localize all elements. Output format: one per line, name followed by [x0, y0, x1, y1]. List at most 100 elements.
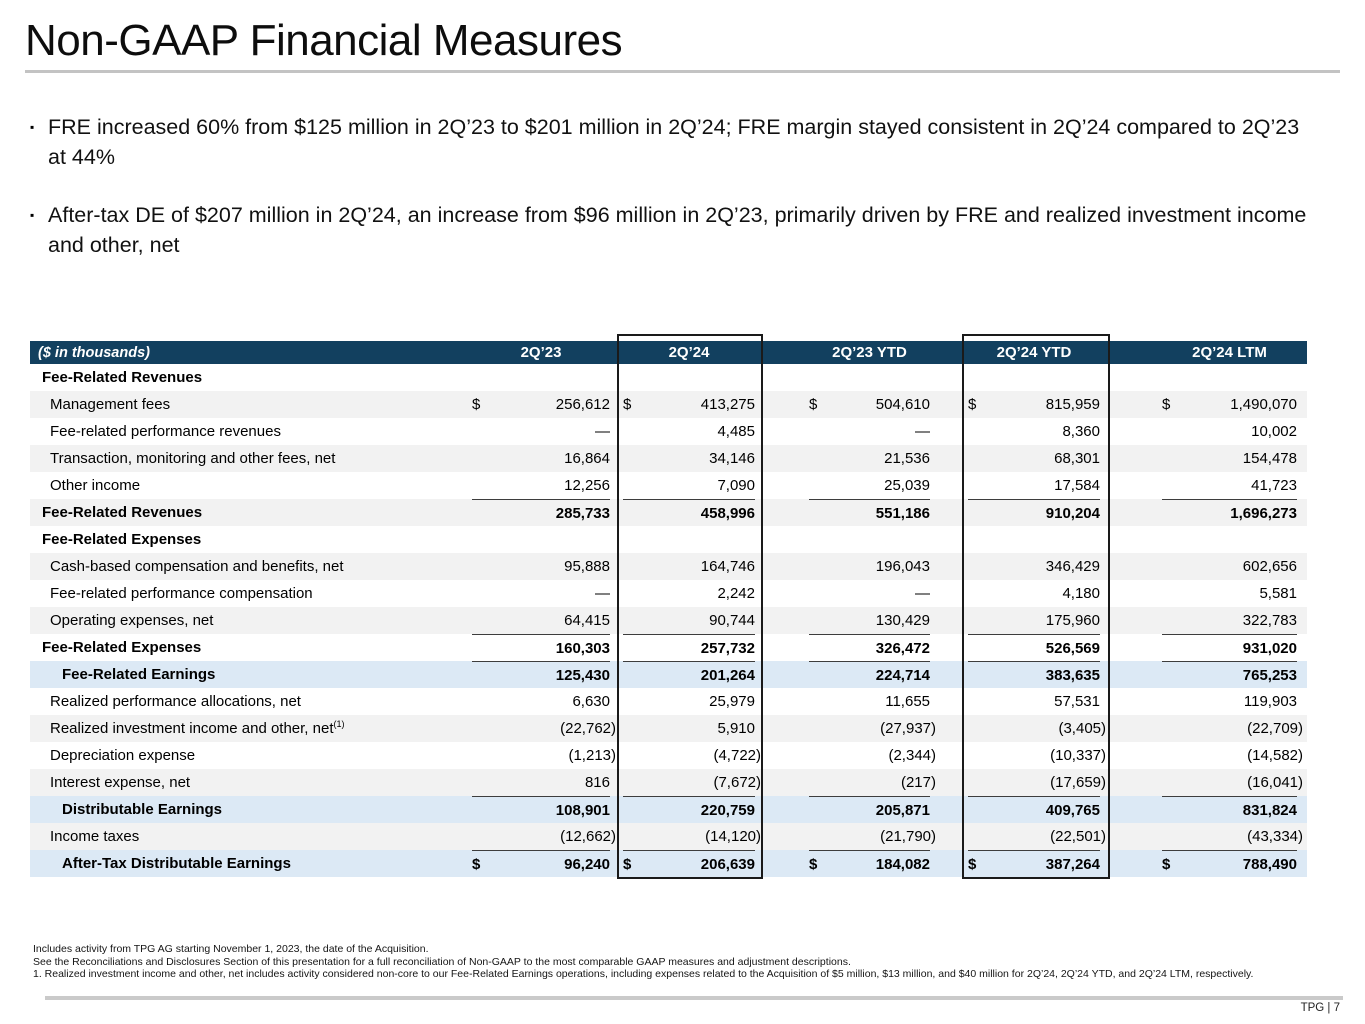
cell-value: 205,871 [875, 801, 930, 819]
currency-symbol: $ [623, 855, 632, 873]
cell-value: 34,146 [709, 450, 755, 467]
cell-value: (16,041) [1247, 774, 1303, 791]
column-header-2q23-ytd: 2Q’23 YTD [763, 341, 962, 364]
currency-symbol: $ [968, 855, 977, 873]
table-row: Fee-related performance revenues — 4,485 — 8… [30, 418, 1307, 445]
financial-table: ($ in thousands) 2Q’23 2Q’24 2Q’23 YTD 2… [30, 334, 1307, 879]
cell-value: 383,635 [1045, 666, 1100, 684]
cell-value: 4,485 [717, 423, 755, 440]
column-header-2q24-ytd: 2Q’24 YTD [962, 341, 1110, 364]
cell-value: 2,242 [717, 585, 755, 602]
cell-value: 220,759 [700, 801, 755, 819]
cell-value: 815,959 [1045, 396, 1100, 413]
column-header-2q23: 2Q’23 [462, 341, 617, 364]
cell-value: 57,531 [1054, 693, 1100, 710]
cell-value: — [595, 423, 610, 440]
footnote-line: See the Reconciliations and Disclosures … [33, 955, 851, 968]
bullet-list: ▪ FRE increased 60% from $125 million in… [30, 112, 1320, 288]
cell-value: 224,714 [875, 666, 930, 684]
table-row: Income taxes (12,662) (14,120) (21,790) (22,… [30, 823, 1307, 850]
cell-value: (12,662) [560, 828, 616, 845]
cell-value: 322,783 [1242, 612, 1297, 629]
footer-divider [45, 996, 1343, 1000]
cell-value: (27,937) [880, 720, 936, 737]
cell-value: 184,082 [875, 855, 930, 873]
cell-value: 64,415 [564, 612, 610, 629]
cell-value: 25,039 [884, 477, 930, 494]
table-row: Fee-related performance compensation — 2,2… [30, 580, 1307, 607]
cell-value: 602,656 [1242, 558, 1297, 575]
cell-value: (21,790) [880, 828, 936, 845]
bullet-item: ▪ FRE increased 60% from $125 million in… [30, 112, 1320, 172]
cell-value: 119,903 [1243, 693, 1297, 710]
table-row: Fee-Related Earnings 125,430 201,264 224,71… [30, 660, 1307, 688]
table-row: Other income 12,256 7,090 25,039 17,584 41,72… [30, 472, 1307, 499]
cell-value: 285,733 [555, 504, 610, 522]
currency-symbol: $ [623, 396, 632, 413]
cell-value: 17,584 [1054, 477, 1100, 494]
row-label: Fee-Related Expenses [42, 531, 202, 548]
cell-value: 125,430 [555, 666, 610, 684]
currency-symbol: $ [472, 396, 481, 413]
cell-value: 257,732 [700, 639, 755, 657]
cell-value: 8,360 [1062, 423, 1100, 440]
row-label: Realized performance allocations, net [50, 693, 301, 710]
cell-value: 164,746 [700, 558, 755, 575]
cell-value: 95,888 [564, 558, 610, 575]
cell-value: 206,639 [700, 855, 755, 873]
cell-value: 154,478 [1242, 450, 1297, 467]
cell-value: 4,180 [1062, 585, 1100, 602]
currency-symbol: $ [472, 855, 481, 873]
currency-symbol: $ [809, 396, 818, 413]
cell-value: (14,120) [705, 828, 761, 845]
cell-value: 90,744 [709, 612, 755, 629]
cell-value: — [595, 585, 610, 602]
cell-value: 7,090 [717, 477, 755, 494]
footnote-marker: (1) [333, 719, 345, 729]
cell-value: 21,536 [884, 450, 930, 467]
cell-value: 5,581 [1259, 585, 1297, 602]
currency-symbol: $ [809, 855, 818, 873]
cell-value: 526,569 [1045, 639, 1100, 657]
table-row: Management fees $256,612 $413,275 $504,610 $… [30, 391, 1307, 418]
table-row: Realized performance allocations, net 6,6… [30, 688, 1307, 715]
page-number: TPG | 7 [1300, 1002, 1340, 1014]
row-label: Income taxes [50, 828, 140, 845]
cell-value: (2,344) [888, 747, 936, 764]
cell-value: — [915, 423, 930, 440]
cell-value: 201,264 [700, 666, 755, 684]
row-label: Fee-related performance revenues [50, 423, 281, 440]
column-header-2q24-ltm: 2Q’24 LTM [1110, 341, 1307, 364]
row-label: Operating expenses, net [50, 612, 214, 629]
table-row: Cash-based compensation and benefits, ne… [30, 553, 1307, 580]
cell-value: (22,709) [1247, 720, 1303, 737]
cell-value: 108,901 [555, 801, 610, 819]
cell-value: 346,429 [1045, 558, 1100, 575]
cell-value: 910,204 [1045, 504, 1100, 522]
row-label: Fee-related performance compensation [50, 585, 313, 602]
cell-value: (7,672) [713, 774, 761, 791]
cell-value: 504,610 [875, 396, 930, 413]
row-label: Interest expense, net [50, 774, 191, 791]
table-row: Transaction, monitoring and other fees, … [30, 445, 1307, 472]
cell-value: 196,043 [875, 558, 930, 575]
row-label: Distributable Earnings [62, 801, 223, 818]
cell-value: 12,256 [564, 477, 610, 494]
currency-symbol: $ [1162, 855, 1171, 873]
bullet-icon: ▪ [30, 208, 35, 222]
row-label: Fee-Related Revenues [42, 504, 203, 521]
title-divider [25, 70, 1340, 73]
cell-value: 831,824 [1242, 801, 1297, 819]
cell-value: (17,659) [1050, 774, 1106, 791]
cell-value: (14,582) [1247, 747, 1303, 764]
cell-value: (22,501) [1050, 828, 1106, 845]
cell-value: (1,213) [568, 747, 616, 764]
footnotes: Includes activity from TPG AG starting N… [33, 943, 1335, 981]
row-label: Fee-Related Expenses [42, 639, 202, 656]
cell-value: (4,722) [713, 747, 761, 764]
page-title: Non-GAAP Financial Measures [25, 16, 623, 65]
cell-value: 387,264 [1045, 855, 1100, 873]
cell-value: (10,337) [1050, 747, 1106, 764]
cell-value: 458,996 [700, 504, 755, 522]
cell-value: 931,020 [1242, 639, 1297, 657]
